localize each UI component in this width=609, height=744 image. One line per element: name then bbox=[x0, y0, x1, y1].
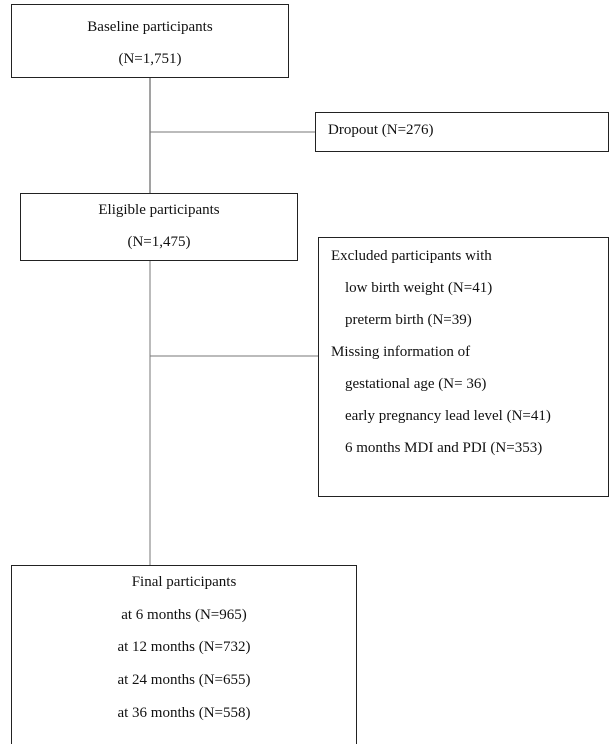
eligible-participants-box: Eligible participants (N=1,475) bbox=[20, 193, 298, 261]
baseline-title: Baseline participants bbox=[87, 19, 213, 35]
final-item: at 36 months (N=558) bbox=[117, 705, 251, 721]
missing-item: 6 months MDI and PDI (N=353) bbox=[345, 440, 543, 456]
final-item: at 6 months (N=965) bbox=[121, 607, 247, 623]
eligible-count: (N=1,475) bbox=[127, 234, 191, 250]
baseline-participants-box: Baseline participants (N=1,751) bbox=[11, 4, 289, 78]
final-title: Final participants bbox=[131, 574, 237, 590]
missing-item: early pregnancy lead level (N=41) bbox=[345, 408, 551, 424]
baseline-count: (N=1,751) bbox=[118, 51, 182, 67]
excluded-item: low birth weight (N=41) bbox=[345, 280, 493, 296]
missing-heading: Missing information of bbox=[331, 344, 471, 360]
eligible-title: Eligible participants bbox=[98, 202, 220, 218]
excluded-participants-box: Excluded participants with low birth wei… bbox=[318, 237, 609, 497]
dropout-box: Dropout (N=276) bbox=[315, 112, 609, 152]
missing-item: gestational age (N= 36) bbox=[345, 376, 487, 392]
excluded-heading: Excluded participants with bbox=[331, 248, 492, 264]
dropout-label: Dropout (N=276) bbox=[328, 122, 434, 138]
final-item: at 12 months (N=732) bbox=[117, 639, 251, 655]
final-participants-box: Final participants at 6 months (N=965) a… bbox=[11, 565, 357, 744]
final-item: at 24 months (N=655) bbox=[117, 672, 251, 688]
excluded-item: preterm birth (N=39) bbox=[345, 312, 472, 328]
